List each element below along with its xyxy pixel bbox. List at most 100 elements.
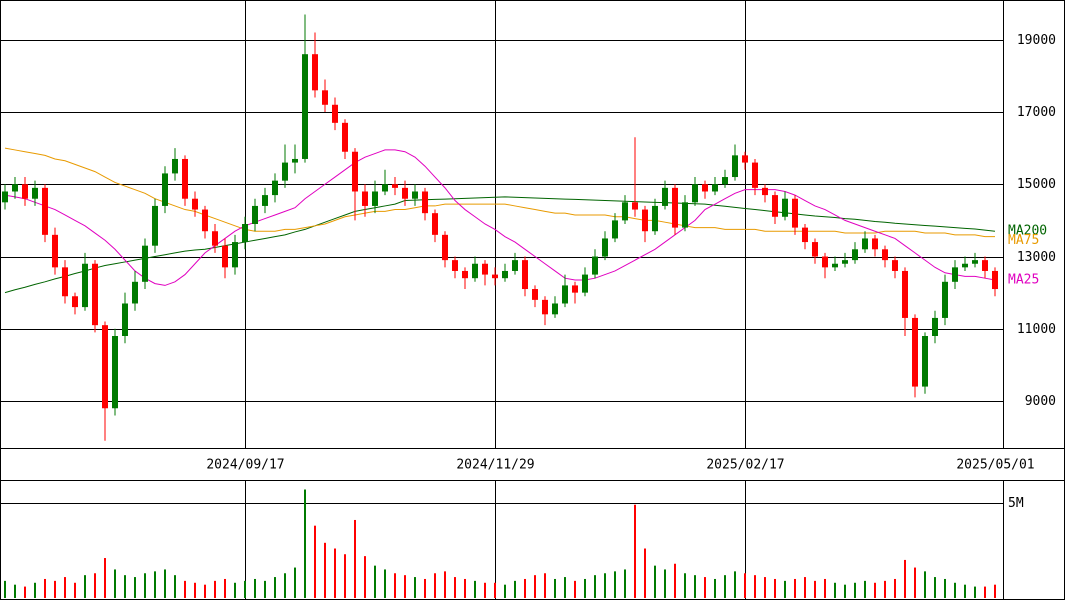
volume-bar (294, 567, 296, 598)
y-tick-label: 13000 (1017, 250, 1056, 265)
volume-bar (874, 582, 876, 598)
volume-bar (154, 571, 156, 598)
candle-body (482, 263, 488, 275)
volume-bar (114, 569, 116, 598)
volume-bar (714, 578, 716, 598)
volume-bar (984, 586, 986, 598)
volume-bar (934, 577, 936, 598)
volume-bar (164, 569, 166, 598)
volume-bar (224, 578, 226, 598)
candle-body (362, 191, 368, 206)
candle-body (582, 274, 588, 293)
candle-body (472, 263, 478, 279)
candle-body (312, 54, 318, 91)
volume-bar (64, 577, 66, 598)
volume-bar (34, 582, 36, 598)
volume-bar (844, 584, 846, 598)
candle-body (882, 249, 888, 261)
volume-bar (54, 580, 56, 598)
candle-body (552, 303, 558, 315)
candle-body (892, 260, 898, 271)
candle-body (952, 267, 958, 282)
candle-body (332, 104, 338, 123)
volume-bar (564, 577, 566, 598)
volume-bar (324, 542, 326, 598)
candle-body (92, 263, 98, 326)
candle-body (72, 296, 78, 308)
candle-body (672, 187, 678, 228)
candle-body (872, 238, 878, 250)
candle-body (342, 122, 348, 152)
volume-bar (674, 563, 676, 598)
volume-bar (574, 580, 576, 598)
candle-body (402, 187, 408, 199)
volume-bar (394, 573, 396, 598)
candle-body (282, 162, 288, 181)
volume-bar (904, 559, 906, 598)
volume-bar (474, 580, 476, 598)
candle-body (932, 317, 938, 336)
candle-body (172, 158, 178, 174)
candle-body (502, 270, 508, 279)
volume-bar (254, 578, 256, 598)
candle-body (742, 155, 748, 163)
volume-bar (514, 580, 516, 598)
candle-body (842, 260, 848, 264)
volume-bar (864, 580, 866, 598)
candle-body (752, 162, 758, 188)
candle-body (82, 263, 88, 308)
candle-body (12, 184, 18, 192)
volume-bar (654, 565, 656, 598)
volume-bar (664, 569, 666, 598)
candle-body (982, 260, 988, 271)
candle-body (202, 209, 208, 232)
volume-bar (794, 578, 796, 598)
volume-bar (344, 554, 346, 598)
candle-body (662, 187, 668, 206)
candle-body (902, 270, 908, 318)
candle-body (22, 184, 28, 199)
volume-bar (974, 586, 976, 598)
candle-body (2, 191, 8, 203)
candle-body (142, 245, 148, 282)
candle-body (122, 303, 128, 336)
candle-body (422, 191, 428, 214)
volume-bar (264, 580, 266, 598)
candle-body (242, 224, 248, 243)
volume-bar (944, 578, 946, 598)
candle-body (562, 285, 568, 304)
volume-bar (634, 504, 636, 598)
candle-body (372, 191, 378, 206)
volume-tick-label: 5M (1008, 496, 1024, 511)
volume-bar (144, 573, 146, 598)
volume-bar (554, 578, 556, 598)
volume-bar (734, 571, 736, 598)
moving-average (4, 147, 995, 238)
moving-average (4, 149, 996, 286)
volume-bar (364, 556, 366, 598)
candle-body (972, 260, 978, 264)
volume-bar (274, 577, 276, 598)
candle-body (942, 281, 948, 318)
legend-label: MA75 (1008, 233, 1039, 248)
volume-bar (24, 586, 26, 598)
candle-body (322, 90, 328, 105)
volume-bar (614, 571, 616, 598)
volume-bar (94, 573, 96, 598)
volume-bar (814, 580, 816, 598)
moving-average (4, 196, 996, 294)
volume-bar (724, 575, 726, 598)
volume-bar (304, 489, 306, 598)
volume-bar (234, 582, 236, 598)
candle-body (512, 260, 518, 271)
volume-bar (534, 575, 536, 598)
candle-body (702, 184, 708, 192)
volume-bar (244, 580, 246, 598)
volume-bar (834, 582, 836, 598)
volume-bar (214, 580, 216, 598)
candle-body (572, 285, 578, 293)
candle-body (192, 198, 198, 210)
candle-body (412, 191, 418, 199)
candle-body (922, 336, 928, 387)
